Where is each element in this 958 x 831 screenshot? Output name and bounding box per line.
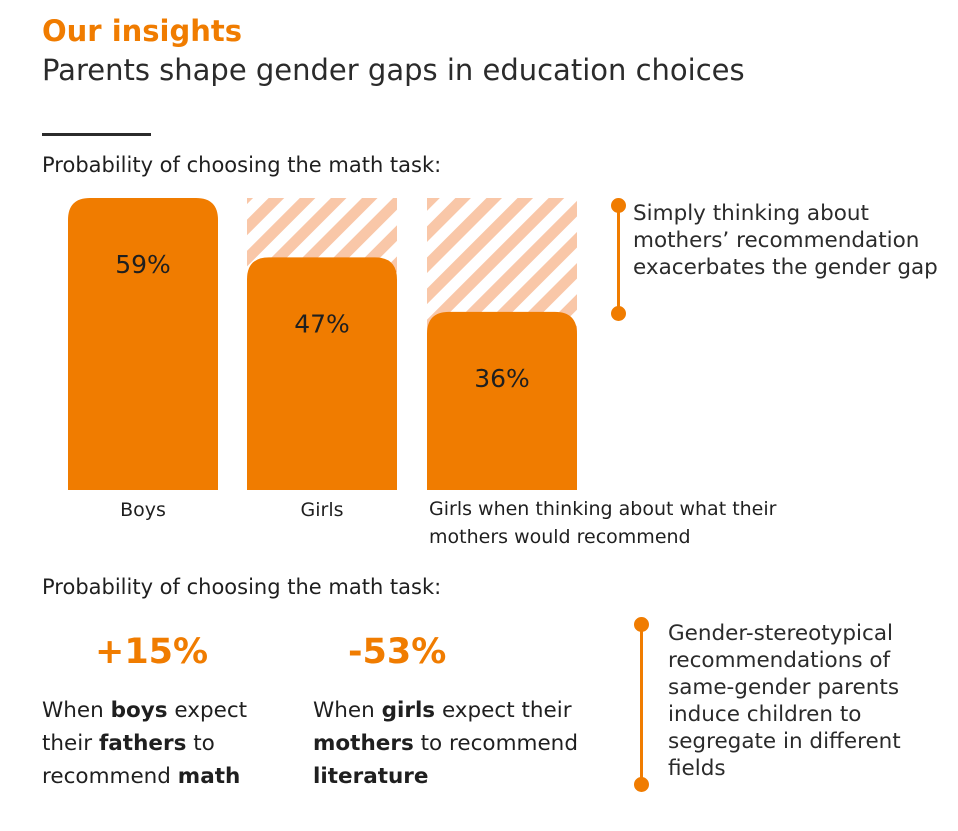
callout-gender-gap: Simply thinking about mothers’ recommend…	[633, 201, 938, 280]
callout-dot-top	[634, 617, 649, 632]
gap-hatch-girls-mothers	[427, 198, 577, 334]
callout-dot-bottom	[611, 306, 626, 321]
data-label-girls: 47%	[294, 309, 350, 338]
title-divider	[42, 133, 151, 136]
callout-dot-top	[611, 198, 626, 213]
stat-text: When	[42, 698, 111, 723]
stat-text: to recommend	[413, 731, 578, 756]
callout-line	[640, 625, 643, 785]
stat-emphasis: literature	[313, 764, 429, 789]
bar-chart: 59% 47% 36%	[68, 198, 577, 490]
callout-dot-bottom	[634, 777, 649, 792]
data-label-boys: 59%	[115, 250, 171, 279]
stat-girls-description: When girls expect their mothers to recom…	[313, 694, 598, 793]
stat-text: expect their	[42, 698, 248, 756]
stat-emphasis: mothers	[313, 731, 414, 756]
data-label-girls-mothers: 36%	[474, 364, 530, 393]
eyebrow-title: Our insights	[42, 14, 243, 48]
stat-girls-value: -53%	[348, 632, 447, 672]
stat-emphasis: fathers	[98, 731, 187, 756]
chart-section-label: Probability of choosing the math task:	[42, 153, 442, 177]
stat-emphasis: boys	[110, 698, 168, 723]
stat-text: When	[313, 698, 382, 723]
callout-segregation: Gender-stereotypical recommendations of …	[668, 621, 901, 781]
category-label-girls: Girls	[300, 499, 344, 521]
stat-emphasis: girls	[381, 698, 436, 723]
bar-girls-mothers	[427, 311, 577, 490]
callout-line	[617, 205, 620, 313]
stat-emphasis: math	[177, 764, 241, 789]
stat-boys-value: +15%	[95, 632, 209, 672]
stats-section-label: Probability of choosing the math task:	[42, 575, 442, 599]
category-label-boys: Boys	[120, 499, 166, 521]
bar-boys	[68, 198, 218, 490]
stat-text: to recommend	[42, 731, 215, 789]
category-label-girls-mothers: Girls when thinking about what their mot…	[429, 498, 777, 548]
stat-boys-description: When boys expect their fathers to recomm…	[42, 694, 282, 793]
stat-text: expect their	[435, 698, 572, 723]
bar-girls	[247, 257, 397, 490]
page-title: Parents shape gender gaps in education c…	[42, 53, 745, 87]
